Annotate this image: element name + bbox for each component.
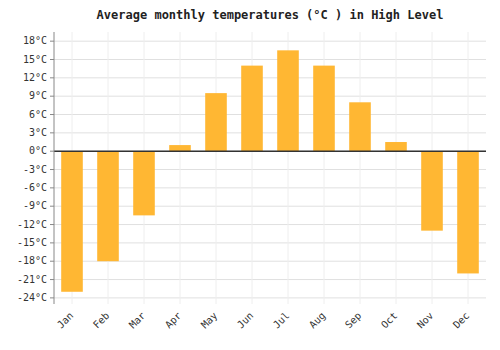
y-tick-label: -21°C bbox=[17, 274, 47, 285]
y-grid-line bbox=[54, 132, 486, 133]
y-axis-line bbox=[54, 32, 55, 304]
y-tick bbox=[50, 169, 54, 170]
x-tick-label: Oct bbox=[379, 310, 400, 331]
bar bbox=[349, 102, 371, 151]
y-tick bbox=[50, 206, 54, 207]
bar bbox=[133, 151, 155, 215]
chart-container: -24°C -21°C -18°C -15°C -12°C -9°C -6°C -3°C 0°C… bbox=[0, 0, 500, 350]
y-tick bbox=[50, 41, 54, 42]
chart: -24°C -21°C -18°C -15°C -12°C -9°C -6°C -3°C 0°C… bbox=[0, 0, 500, 350]
y-tick bbox=[50, 77, 54, 78]
y-tick-label: -24°C bbox=[17, 292, 47, 303]
y-tick bbox=[50, 279, 54, 280]
x-tick-label: Aug bbox=[307, 310, 328, 331]
x-tick-label: May bbox=[199, 310, 220, 331]
y-grid-line bbox=[54, 77, 486, 78]
y-grid-line bbox=[54, 41, 486, 42]
x-tick-label: Apr bbox=[163, 310, 184, 331]
bars bbox=[61, 50, 479, 291]
x-grid-line bbox=[180, 32, 181, 304]
x-tick-label: Nov bbox=[415, 310, 436, 331]
x-tick-label: Sep bbox=[343, 310, 364, 331]
y-tick-label: 0°C bbox=[29, 145, 47, 156]
grid bbox=[54, 32, 486, 304]
y-tick bbox=[50, 151, 54, 152]
bar bbox=[385, 142, 407, 151]
y-tick-label: 12°C bbox=[23, 72, 47, 83]
zero-line bbox=[54, 150, 486, 152]
bar bbox=[421, 151, 443, 230]
y-tick-label: 9°C bbox=[29, 90, 47, 101]
y-grid-line bbox=[54, 261, 486, 262]
y-tick bbox=[50, 132, 54, 133]
bar bbox=[313, 66, 335, 152]
x-tick-label: Jul bbox=[271, 310, 292, 331]
bar bbox=[205, 93, 227, 151]
x-tick-label: Mar bbox=[127, 310, 148, 331]
y-grid-line bbox=[54, 242, 486, 243]
y-tick-label: -3°C bbox=[23, 164, 47, 175]
x-grid-line bbox=[396, 32, 397, 304]
bar bbox=[457, 151, 479, 273]
y-grid-line bbox=[54, 151, 486, 152]
y-tick-label: 3°C bbox=[29, 127, 47, 138]
x-axis: Jan Feb Mar Apr May Jun Jul Aug Sep Oct Nov Dec bbox=[55, 310, 472, 331]
bar bbox=[97, 151, 119, 261]
title: Average monthly temperatures (°C ) in Hi… bbox=[97, 8, 444, 22]
y-tick bbox=[50, 297, 54, 298]
y-axis: -24°C -21°C -18°C -15°C -12°C -9°C -6°C -3°C 0°C… bbox=[17, 35, 54, 303]
y-tick-label: 15°C bbox=[23, 54, 47, 65]
y-grid-line bbox=[54, 114, 486, 115]
y-tick-label: -15°C bbox=[17, 237, 47, 248]
y-tick bbox=[50, 261, 54, 262]
y-tick-label: 18°C bbox=[23, 35, 47, 46]
x-tick-label: Jan bbox=[55, 310, 76, 331]
y-tick-label: 6°C bbox=[29, 109, 47, 120]
x-tick-label: Jun bbox=[235, 310, 256, 331]
y-tick-label: -12°C bbox=[17, 219, 47, 230]
y-tick bbox=[50, 242, 54, 243]
bar bbox=[61, 151, 83, 292]
y-grid-line bbox=[54, 96, 486, 97]
x-tick-label: Dec bbox=[451, 310, 472, 331]
y-tick bbox=[50, 59, 54, 60]
y-tick-label: -18°C bbox=[17, 255, 47, 266]
bar bbox=[277, 50, 299, 151]
y-tick bbox=[50, 187, 54, 188]
y-grid-line bbox=[54, 59, 486, 60]
y-tick bbox=[50, 96, 54, 97]
y-grid-line bbox=[54, 279, 486, 280]
y-tick-label: -9°C bbox=[23, 200, 47, 211]
y-grid-line bbox=[54, 297, 486, 298]
x-grid-line bbox=[360, 32, 361, 304]
bar bbox=[169, 145, 191, 151]
bar bbox=[241, 66, 263, 152]
y-tick bbox=[50, 224, 54, 225]
y-tick-label: -6°C bbox=[23, 182, 47, 193]
x-grid-line bbox=[216, 32, 217, 304]
x-tick-label: Feb bbox=[91, 310, 112, 331]
y-tick bbox=[50, 114, 54, 115]
